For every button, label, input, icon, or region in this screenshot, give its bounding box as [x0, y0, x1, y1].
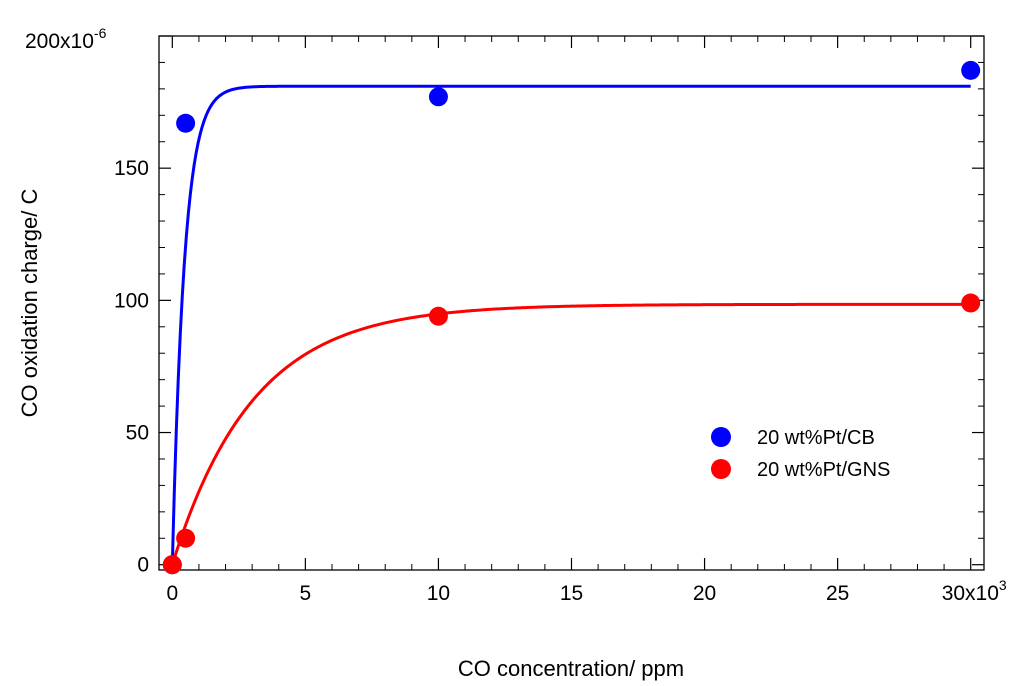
fit-curve-series-2: [170, 302, 971, 566]
y-tick-label: 150: [114, 157, 149, 180]
axis-ticks: [159, 35, 984, 570]
fit-curves: [170, 84, 971, 566]
legend-label-series-1: 20 wt%Pt/CB: [757, 427, 875, 449]
axis-tick-labels: 0 5 10 15 20 25 30x103 0 50 100 150 200x10-6: [25, 25, 1007, 605]
legend-marker-series-2: [711, 459, 731, 479]
x-tick-label: 25: [826, 582, 849, 605]
legend-label-series-2: 20 wt%Pt/GNS: [757, 459, 890, 481]
data-point-series-1: [961, 60, 981, 80]
y-tick-label: 200x10-6: [25, 25, 107, 53]
data-point-series-2: [428, 306, 448, 326]
x-exponent: 3: [999, 577, 1007, 593]
data-point-series-2: [961, 293, 981, 313]
data-point-series-1: [176, 113, 196, 133]
legend-marker-series-1: [711, 427, 731, 447]
x-tick-label: 0: [166, 582, 178, 605]
legend: 20 wt%Pt/CB 20 wt%Pt/GNS: [711, 427, 890, 481]
x-tick-label: 30x103: [942, 577, 1007, 605]
data-points: [162, 60, 981, 575]
y-tick-label: 50: [126, 422, 149, 445]
x-tick-label: 10: [427, 582, 450, 605]
data-point-series-2: [162, 555, 182, 575]
fit-curve-series-1: [170, 84, 971, 565]
data-point-series-2: [176, 528, 196, 548]
x-tick-label: 5: [300, 582, 312, 605]
y-tick-label: 0: [137, 554, 149, 577]
data-point-series-1: [428, 87, 448, 107]
x-axis-title: CO concentration/ ppm: [458, 656, 684, 681]
y-axis-title: CO oxidation charge/ C: [17, 189, 42, 418]
x-tick-label: 20: [693, 582, 716, 605]
y-tick-label: 100: [114, 289, 149, 312]
x-tick-label: 15: [560, 582, 583, 605]
y-exponent: -6: [94, 25, 107, 41]
